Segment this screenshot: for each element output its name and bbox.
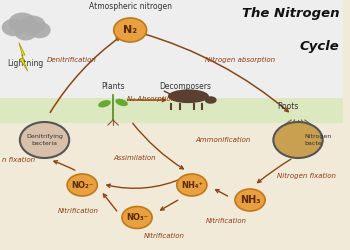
- Circle shape: [20, 122, 69, 158]
- Text: The Nitrogen: The Nitrogen: [241, 8, 339, 20]
- Text: NH₄⁺: NH₄⁺: [181, 180, 203, 190]
- Text: N₂: N₂: [123, 25, 137, 35]
- Polygon shape: [19, 42, 28, 71]
- Ellipse shape: [168, 90, 209, 103]
- Ellipse shape: [205, 96, 217, 104]
- Circle shape: [67, 174, 97, 196]
- Text: Assimilation: Assimilation: [113, 154, 156, 160]
- Circle shape: [235, 189, 265, 211]
- Circle shape: [177, 174, 207, 196]
- Bar: [0, 110, 343, 250]
- Circle shape: [122, 206, 152, 229]
- Bar: [0, 98, 343, 122]
- Text: Roots: Roots: [277, 102, 299, 111]
- Circle shape: [8, 12, 36, 32]
- Circle shape: [273, 122, 323, 158]
- Ellipse shape: [98, 100, 111, 108]
- Text: Plants: Plants: [101, 82, 125, 91]
- Text: Nitrogen absorption: Nitrogen absorption: [205, 57, 275, 63]
- Text: Ammonification: Ammonification: [195, 137, 251, 143]
- Circle shape: [15, 24, 37, 40]
- Text: Nitrification: Nitrification: [205, 218, 246, 224]
- Text: Nitrogen
bacte: Nitrogen bacte: [305, 134, 332, 145]
- Text: Lightning: Lightning: [8, 59, 44, 68]
- Text: Nitrification: Nitrification: [144, 233, 185, 239]
- Text: Nitrification: Nitrification: [58, 208, 99, 214]
- Text: Cycle: Cycle: [299, 40, 339, 53]
- Text: Nitrogen fixation: Nitrogen fixation: [278, 173, 336, 179]
- Circle shape: [114, 18, 147, 42]
- Text: NO₂⁻: NO₂⁻: [71, 180, 93, 190]
- Text: N₂ Absorption: N₂ Absorption: [127, 96, 175, 102]
- Text: Denitrifying
bacteria: Denitrifying bacteria: [26, 134, 63, 145]
- Text: Denitrification: Denitrification: [47, 57, 97, 63]
- Circle shape: [20, 16, 46, 34]
- Text: NH₃: NH₃: [240, 195, 260, 205]
- Circle shape: [2, 19, 26, 36]
- Text: n fixation: n fixation: [2, 157, 35, 163]
- Text: NO₃⁻: NO₃⁻: [126, 213, 148, 222]
- Text: Atmospheric nitrogen: Atmospheric nitrogen: [89, 2, 172, 11]
- Bar: [0, 0, 343, 110]
- Text: Decomposers: Decomposers: [159, 82, 211, 91]
- Ellipse shape: [115, 99, 128, 106]
- Circle shape: [28, 22, 51, 38]
